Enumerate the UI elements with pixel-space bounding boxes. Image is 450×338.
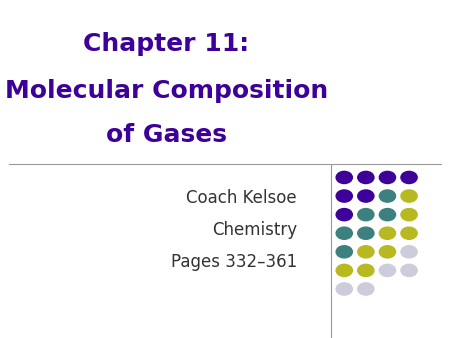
Circle shape	[358, 246, 374, 258]
Circle shape	[379, 171, 396, 184]
Circle shape	[358, 171, 374, 184]
Circle shape	[401, 227, 417, 239]
Circle shape	[336, 190, 352, 202]
Circle shape	[358, 209, 374, 221]
Circle shape	[401, 246, 417, 258]
Circle shape	[358, 227, 374, 239]
Circle shape	[379, 264, 396, 276]
Circle shape	[358, 283, 374, 295]
Circle shape	[336, 264, 352, 276]
Text: Chapter 11:: Chapter 11:	[83, 32, 250, 56]
Circle shape	[379, 209, 396, 221]
Circle shape	[358, 190, 374, 202]
Circle shape	[401, 190, 417, 202]
Circle shape	[336, 227, 352, 239]
Text: Coach Kelsoe: Coach Kelsoe	[186, 189, 297, 207]
Circle shape	[336, 209, 352, 221]
Text: Chemistry: Chemistry	[212, 221, 297, 239]
Text: of Gases: of Gases	[106, 123, 227, 147]
Circle shape	[379, 246, 396, 258]
Circle shape	[401, 264, 417, 276]
Circle shape	[401, 171, 417, 184]
Circle shape	[379, 190, 396, 202]
Circle shape	[336, 283, 352, 295]
Text: Molecular Composition: Molecular Composition	[5, 79, 328, 103]
Text: Pages 332–361: Pages 332–361	[171, 253, 297, 271]
Circle shape	[336, 171, 352, 184]
Circle shape	[401, 209, 417, 221]
Circle shape	[358, 264, 374, 276]
Circle shape	[379, 227, 396, 239]
Circle shape	[336, 246, 352, 258]
